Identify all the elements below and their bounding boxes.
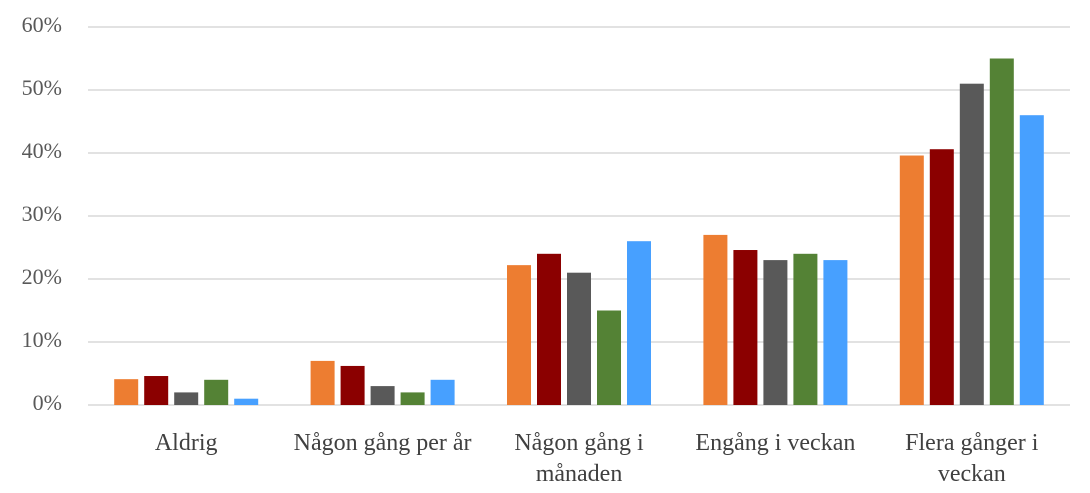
bar bbox=[1019, 115, 1044, 405]
bar bbox=[204, 379, 229, 405]
x-tick-label: Någon gång per år bbox=[293, 430, 472, 456]
y-tick-label: 30% bbox=[22, 201, 62, 226]
bar bbox=[507, 265, 531, 405]
bar bbox=[400, 392, 425, 405]
bar bbox=[174, 392, 199, 405]
bar bbox=[627, 241, 651, 405]
bar bbox=[234, 398, 259, 405]
x-tick-label: Någon gång i månaden bbox=[514, 430, 644, 487]
bar bbox=[537, 253, 561, 405]
bar bbox=[597, 310, 621, 405]
bar bbox=[340, 365, 365, 405]
y-tick-label: 60% bbox=[22, 12, 62, 37]
bar bbox=[703, 234, 728, 405]
bar bbox=[430, 379, 455, 405]
y-tick-label: 40% bbox=[22, 138, 62, 163]
bar bbox=[114, 379, 139, 405]
bar bbox=[959, 83, 984, 405]
y-tick-label: 10% bbox=[22, 327, 62, 352]
bar bbox=[899, 155, 924, 405]
bar bbox=[823, 260, 848, 405]
bar bbox=[370, 386, 395, 405]
x-tick-label: Aldrig bbox=[154, 430, 218, 456]
y-tick-label: 20% bbox=[22, 264, 62, 289]
bar bbox=[144, 376, 169, 405]
bar bbox=[793, 253, 818, 405]
bar bbox=[763, 260, 788, 405]
bar bbox=[929, 149, 954, 405]
bar bbox=[989, 58, 1014, 405]
y-tick-label: 50% bbox=[22, 75, 62, 100]
x-tick-label: Flera gånger i veckan bbox=[905, 430, 1039, 487]
x-tick-label: Engång i veckan bbox=[695, 430, 856, 456]
bar bbox=[733, 250, 758, 405]
y-tick-label: 0% bbox=[33, 390, 62, 415]
bar bbox=[310, 360, 335, 405]
bar bbox=[567, 272, 591, 405]
